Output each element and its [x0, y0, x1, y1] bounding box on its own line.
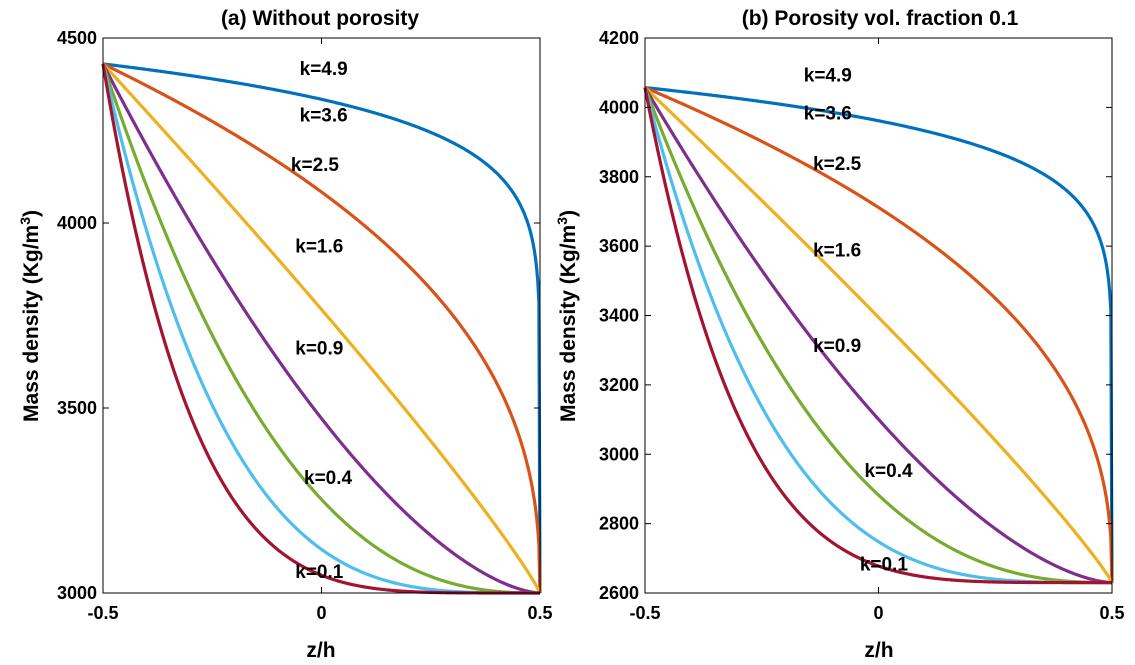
x-axis-label: z/h: [864, 639, 893, 662]
series-line: [102, 62, 542, 594]
panel-b: (b) Porosity vol. fraction 0.1 k=0.1k=0.…: [554, 7, 1125, 662]
series-line: [101, 63, 541, 595]
series-line: [102, 62, 542, 594]
x-axis-label: z/h: [306, 639, 335, 662]
curve-label: k=0.1: [295, 562, 344, 583]
y-tick-label: 3200: [599, 375, 639, 395]
x-tick-label: -0.5: [87, 603, 118, 623]
y-axis-label-superscript: 3: [554, 217, 570, 225]
chart-title: (a) Without porosity: [221, 7, 419, 30]
x-tick-label: -0.5: [629, 603, 660, 623]
curve-label: k=0.4: [304, 468, 353, 489]
chart-title: (b) Porosity vol. fraction 0.1: [742, 7, 1019, 30]
curve-label: k=4.9: [300, 59, 348, 80]
y-axis-label-text: Mass density (Kg/m: [557, 225, 580, 422]
curve-label-group: k=0.1 k=0.4 k=0.9 k=1.6 k=2.5 k=3.6 k=4.9: [291, 59, 353, 583]
y-axis-label-superscript: 3: [17, 217, 33, 225]
curve-group: [643, 86, 1114, 585]
curve-label: k=0.9: [295, 338, 343, 359]
y-axis-label: Mass density (Kg/m3): [554, 210, 580, 422]
y-tick-label: 2800: [599, 514, 639, 534]
series-line: [101, 63, 541, 595]
y-axis-label-close: ): [20, 210, 43, 217]
curve-label: k=3.6: [300, 105, 348, 126]
x-tick-label: 0.5: [1099, 603, 1124, 623]
series-line: [643, 87, 1113, 585]
x-tick-label: 0: [873, 603, 883, 623]
y-tick-label: 2600: [599, 583, 639, 603]
x-ticks: -0.5 0 0.5: [87, 38, 553, 623]
x-tick-label: 0: [316, 603, 326, 623]
series-line: [643, 87, 1113, 585]
curve-label: k=1.6: [813, 241, 861, 262]
curve-label: k=0.9: [813, 336, 861, 357]
series-line: [643, 86, 1114, 584]
y-tick-label: 3000: [57, 583, 97, 603]
series-line: [101, 63, 541, 595]
y-ticks: 3000 3500 4000 4500: [57, 28, 540, 603]
y-tick-label: 3500: [57, 398, 97, 418]
y-tick-label: 3400: [599, 306, 639, 326]
curve-label: k=1.6: [295, 237, 343, 258]
curve-label: k=3.6: [804, 104, 852, 125]
series-line: [101, 62, 542, 594]
curve-label: k=4.9: [804, 65, 852, 86]
y-axis-label: Mass density (Kg/m3): [17, 210, 43, 422]
panel-a: (a) Without porosity k=0.1 k=0.4 k=0.9 k=1.…: [17, 7, 553, 662]
series-line: [101, 63, 541, 595]
series-line: [643, 87, 1113, 585]
y-axis-label-close: ): [557, 210, 580, 217]
curve-label: k=0.1: [860, 554, 909, 575]
x-tick-label: 0.5: [527, 603, 552, 623]
x-ticks: -0.5 0 0.5: [629, 38, 1125, 623]
y-axis-label-text: Mass density (Kg/m: [20, 225, 43, 422]
curve-label-group: k=0.1 k=0.4 k=0.9 k=1.6 k=2.5 k=3.6 k=4.9: [804, 65, 913, 575]
y-tick-label: 4000: [599, 97, 639, 117]
y-tick-label: 4500: [57, 28, 97, 48]
y-tick-label: 3600: [599, 236, 639, 256]
series-line: [643, 86, 1113, 585]
y-ticks: 2600 2800 3000 3200 3400 3600 3800 4000 4200: [599, 28, 1112, 603]
series-line: [644, 86, 1114, 583]
y-tick-label: 3800: [599, 167, 639, 187]
y-tick-label: 4000: [57, 213, 97, 233]
series-line: [644, 86, 1114, 583]
y-tick-label: 4200: [599, 28, 639, 48]
curve-label: k=2.5: [291, 155, 340, 176]
curve-label: k=0.4: [864, 461, 913, 482]
curve-label: k=2.5: [813, 154, 862, 175]
curve-group: [101, 62, 542, 595]
y-tick-label: 3000: [599, 444, 639, 464]
